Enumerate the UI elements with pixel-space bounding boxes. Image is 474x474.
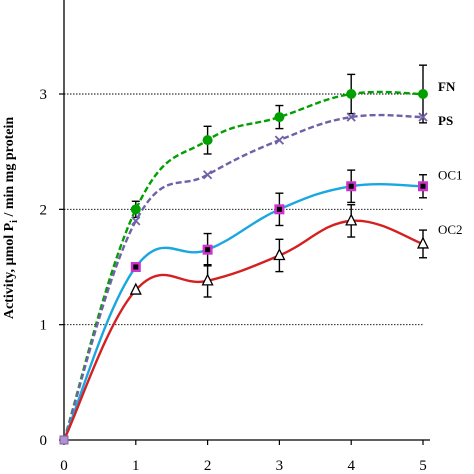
series-oc2 bbox=[59, 204, 430, 445]
data-point bbox=[129, 282, 142, 295]
series-line bbox=[62, 113, 424, 441]
square-marker-inner bbox=[420, 183, 426, 189]
data-point bbox=[274, 135, 285, 145]
series-fn bbox=[59, 64, 428, 445]
data-point bbox=[346, 112, 356, 122]
x-tick-label: 0 bbox=[60, 458, 68, 474]
square-marker-inner bbox=[133, 264, 139, 270]
data-point bbox=[130, 204, 141, 215]
square-marker-inner bbox=[276, 206, 282, 212]
y-axis-title-subscript: i bbox=[9, 220, 20, 223]
data-point bbox=[418, 89, 428, 99]
x-marker-stroke bbox=[131, 216, 141, 226]
y-tick-label: 1 bbox=[40, 318, 48, 334]
x-tick-label: 1 bbox=[132, 458, 140, 474]
x-marker-stroke bbox=[274, 135, 285, 145]
x-tick-label: 4 bbox=[347, 458, 355, 474]
series-label-ps: PS bbox=[438, 113, 453, 128]
reference-lines bbox=[64, 93, 423, 326]
data-point bbox=[346, 89, 357, 99]
data-point bbox=[202, 170, 213, 180]
data-point bbox=[418, 112, 428, 122]
y-tick-label: 0 bbox=[40, 433, 48, 449]
axes bbox=[63, 0, 430, 441]
data-point bbox=[273, 248, 286, 261]
data-point bbox=[131, 216, 141, 226]
square-marker-inner bbox=[205, 247, 211, 253]
data-point bbox=[418, 181, 428, 192]
series-label-oc2: OC2 bbox=[438, 222, 463, 237]
data-point bbox=[59, 435, 69, 445]
series-label-oc1: OC1 bbox=[438, 167, 463, 182]
data-point bbox=[416, 236, 430, 249]
y-axis-title-rest: / min mg protein bbox=[2, 117, 17, 220]
data-point bbox=[346, 181, 357, 192]
series-label-fn: FN bbox=[438, 79, 456, 94]
series-ps bbox=[59, 112, 428, 445]
x-tick-label: 5 bbox=[419, 458, 427, 474]
y-tick-label: 2 bbox=[40, 202, 48, 218]
data-point bbox=[274, 204, 285, 215]
data-point bbox=[202, 135, 213, 146]
data-point bbox=[345, 213, 358, 226]
ticks: 0 1 2 3 4 5 0 1 2 3 bbox=[40, 87, 427, 474]
series-line bbox=[62, 90, 424, 441]
x-tick-label: 2 bbox=[204, 458, 212, 474]
x-marker-stroke bbox=[418, 112, 428, 122]
series bbox=[59, 64, 430, 445]
y-axis-title: Activity, µmol Pi / min mg protein bbox=[2, 117, 20, 320]
x-tick-label: 3 bbox=[276, 458, 284, 474]
square-marker-inner bbox=[348, 183, 354, 189]
data-point bbox=[274, 112, 285, 123]
data-point bbox=[202, 244, 213, 255]
y-tick-label: 3 bbox=[40, 87, 48, 103]
x-marker-stroke bbox=[202, 170, 213, 180]
data-point bbox=[130, 262, 141, 272]
series-labels: FN PS OC1 OC2 bbox=[438, 79, 463, 237]
series-oc1 bbox=[59, 169, 428, 445]
x-marker-stroke bbox=[346, 112, 356, 122]
data-point bbox=[201, 273, 214, 286]
